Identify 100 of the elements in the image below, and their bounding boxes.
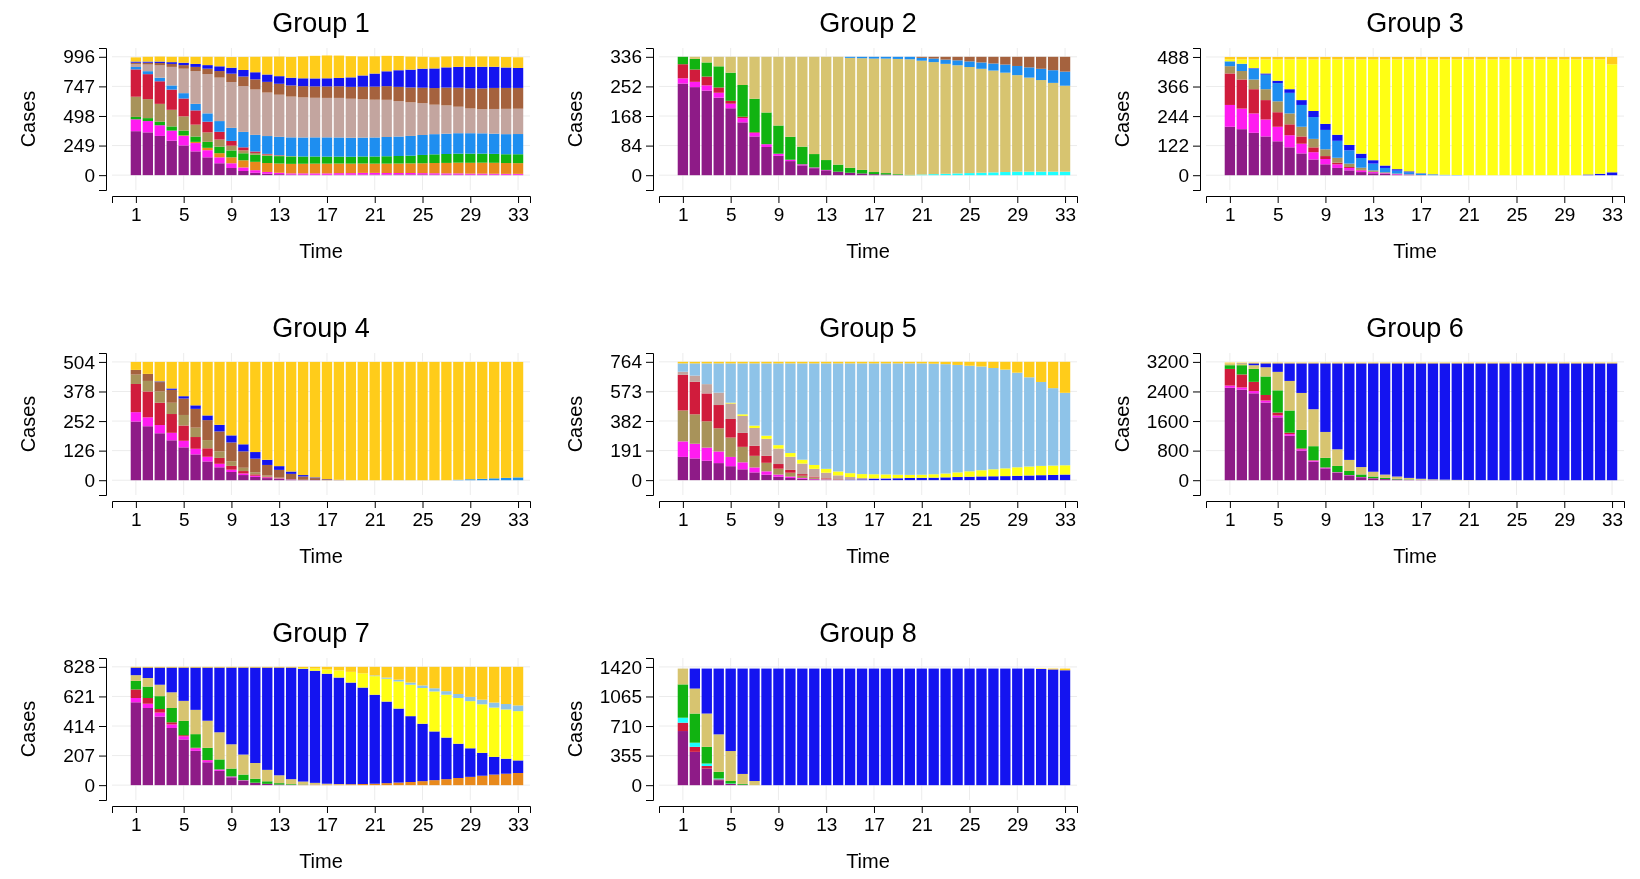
- x-tick-label: 17: [863, 814, 886, 836]
- y-tick-label: 0: [631, 774, 642, 796]
- x-tick-label: 33: [1054, 509, 1077, 531]
- x-tick-label: 9: [226, 814, 238, 836]
- x-tick-label: 5: [1272, 509, 1284, 531]
- x-tick-label: 25: [959, 509, 981, 531]
- x-tick-label: 33: [1054, 814, 1077, 836]
- y-tick-label: 0: [84, 469, 95, 491]
- x-tick-label: 33: [1601, 509, 1624, 531]
- y-tick-label: 126: [63, 440, 95, 462]
- x-tick-label: 17: [1410, 509, 1433, 531]
- x-tick-label: 33: [507, 814, 530, 836]
- y-tick-label: 0: [631, 469, 642, 491]
- x-tick-label: 33: [507, 509, 530, 531]
- y-tick-label: 498: [63, 105, 95, 127]
- y-tick-label: 378: [63, 381, 95, 403]
- y-tick-label: 84: [620, 135, 643, 157]
- x-tick-label: 29: [1007, 509, 1029, 531]
- x-tick-label: 29: [460, 814, 482, 836]
- y-tick-label: 710: [610, 715, 642, 737]
- y-tick-label: 0: [84, 164, 95, 186]
- x-tick-label: 1: [678, 204, 689, 226]
- chart-title: Group 7: [272, 618, 370, 648]
- x-axis-title: Time: [299, 240, 343, 262]
- y-tick-label: 747: [63, 75, 95, 97]
- x-axis-title: Time: [846, 545, 890, 567]
- x-tick-label: 5: [1272, 204, 1284, 226]
- x-tick-label: 9: [773, 509, 785, 531]
- x-tick-label: 25: [959, 814, 981, 836]
- x-axis-title: Time: [846, 850, 890, 872]
- y-tick-label: 1420: [599, 656, 642, 678]
- chart-title: Group 5: [819, 313, 917, 343]
- x-tick-label: 17: [316, 204, 339, 226]
- x-tick-label: 1: [131, 814, 142, 836]
- y-tick-label: 122: [1157, 135, 1189, 157]
- x-tick-label: 1: [678, 814, 689, 836]
- y-tick-label: 382: [610, 410, 642, 432]
- x-tick-label: 13: [1363, 204, 1385, 226]
- x-tick-label: 25: [412, 204, 434, 226]
- y-tick-label: 828: [63, 656, 95, 678]
- x-tick-label: 21: [364, 509, 386, 531]
- y-axis-title: Cases: [17, 700, 39, 758]
- x-tick-label: 1: [1225, 509, 1236, 531]
- y-tick-label: 0: [84, 774, 95, 796]
- x-tick-label: 17: [316, 814, 339, 836]
- y-tick-label: 252: [610, 75, 642, 97]
- chart-title: Group 4: [272, 313, 370, 343]
- x-tick-label: 5: [178, 204, 190, 226]
- chart-title: Group 3: [1366, 8, 1464, 38]
- x-axis-title: Time: [846, 240, 890, 262]
- x-tick-label: 13: [269, 814, 291, 836]
- y-axis-title: Cases: [564, 395, 586, 453]
- x-tick-label: 9: [1320, 204, 1332, 226]
- x-tick-label: 9: [773, 814, 785, 836]
- y-tick-label: 488: [1157, 46, 1189, 68]
- x-tick-label: 1: [678, 509, 689, 531]
- x-axis-title: Time: [1393, 240, 1437, 262]
- x-tick-label: 21: [911, 814, 933, 836]
- x-tick-label: 17: [863, 509, 886, 531]
- x-tick-label: 13: [269, 204, 291, 226]
- x-tick-label: 1: [131, 509, 142, 531]
- x-tick-label: 13: [816, 204, 838, 226]
- y-tick-label: 249: [63, 135, 95, 157]
- y-tick-label: 621: [63, 686, 95, 708]
- x-axis-title: Time: [299, 545, 343, 567]
- y-tick-label: 3200: [1146, 351, 1189, 373]
- chart-title: Group 2: [819, 8, 917, 38]
- y-tick-label: 0: [1178, 164, 1189, 186]
- y-tick-label: 414: [63, 715, 96, 737]
- x-tick-label: 33: [507, 204, 530, 226]
- y-tick-label: 1065: [599, 686, 642, 708]
- y-tick-label: 191: [610, 440, 642, 462]
- y-tick-label: 0: [631, 164, 642, 186]
- x-tick-label: 21: [1458, 204, 1480, 226]
- x-tick-label: 13: [816, 814, 838, 836]
- y-tick-label: 764: [610, 351, 643, 373]
- y-tick-label: 996: [63, 46, 95, 68]
- x-tick-label: 21: [911, 204, 933, 226]
- x-tick-label: 9: [773, 204, 785, 226]
- y-tick-label: 207: [63, 745, 95, 767]
- x-tick-label: 5: [725, 814, 737, 836]
- y-tick-label: 573: [610, 380, 642, 402]
- y-axis-title: Cases: [1111, 395, 1133, 453]
- y-tick-label: 0: [1178, 469, 1189, 491]
- x-tick-label: 13: [816, 509, 838, 531]
- x-tick-label: 25: [1506, 509, 1528, 531]
- y-tick-label: 252: [63, 410, 95, 432]
- x-tick-label: 17: [1410, 204, 1433, 226]
- x-tick-label: 29: [1007, 204, 1029, 226]
- y-tick-label: 336: [610, 46, 642, 68]
- y-axis-title: Cases: [17, 90, 39, 148]
- x-tick-label: 13: [1363, 509, 1385, 531]
- y-tick-label: 2400: [1146, 381, 1189, 403]
- x-tick-label: 33: [1601, 204, 1624, 226]
- x-tick-label: 5: [178, 509, 190, 531]
- x-tick-label: 21: [364, 814, 386, 836]
- y-tick-label: 168: [610, 105, 642, 127]
- x-tick-label: 9: [226, 204, 238, 226]
- x-tick-label: 29: [1554, 509, 1576, 531]
- x-tick-label: 17: [863, 204, 886, 226]
